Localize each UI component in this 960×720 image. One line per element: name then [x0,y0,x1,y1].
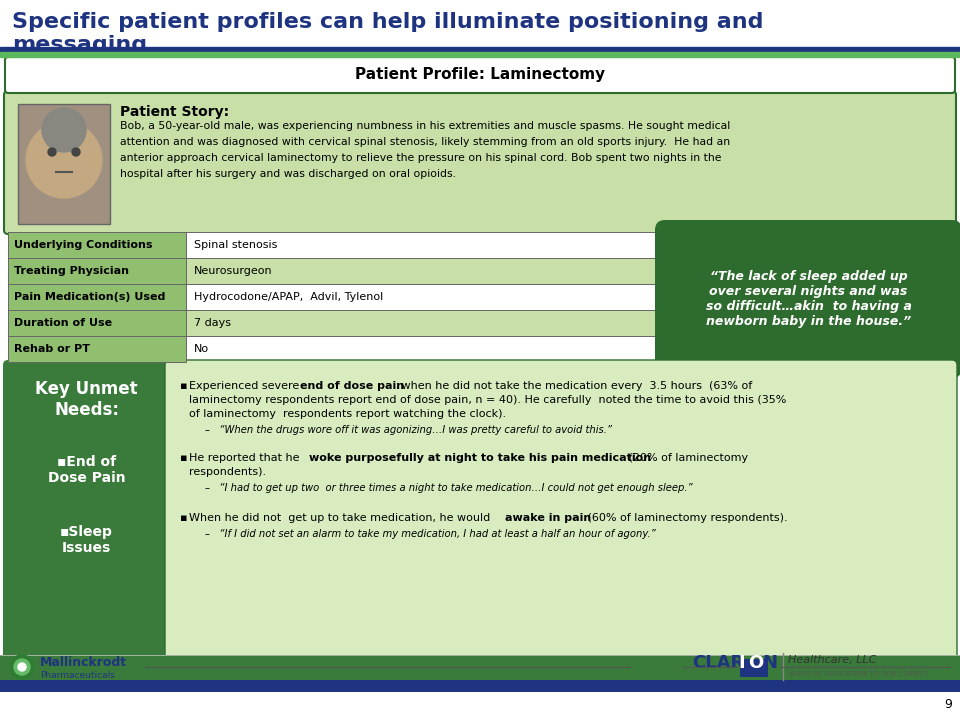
Text: end of dose pain: end of dose pain [300,381,404,391]
Text: 9: 9 [944,698,952,711]
FancyBboxPatch shape [165,360,957,660]
Text: (60% of laminectomy respondents).: (60% of laminectomy respondents). [584,513,787,523]
FancyBboxPatch shape [655,220,960,378]
Text: anterior approach cervical laminectomy to relieve the pressure on his spinal cor: anterior approach cervical laminectomy t… [120,153,722,163]
Text: No: No [194,344,209,354]
Text: 7 days: 7 days [194,318,231,328]
Text: Treating Physician: Treating Physician [14,266,129,276]
Circle shape [14,659,30,675]
Text: Specific patient profiles can help illuminate positioning and: Specific patient profiles can help illum… [12,12,763,32]
Bar [0,47,960,52]
Text: Rehab or PT: Rehab or PT [14,344,90,354]
FancyBboxPatch shape [3,360,170,660]
Text: O: O [748,654,763,672]
Text: CLAR: CLAR [692,654,744,672]
Text: –   “If I did not set an alarm to take my medication, I had at least a half an h: – “If I did not set an alarm to take my … [205,529,656,539]
Text: awake in pain: awake in pain [505,513,591,523]
Text: YEARS OF DEDICATION TO OUR CLIENTS: YEARS OF DEDICATION TO OUR CLIENTS [788,671,927,677]
Text: ▪Sleep
Issues: ▪Sleep Issues [60,525,113,555]
Text: Experienced severe: Experienced severe [189,381,302,391]
Text: ▪End of
Dose Pain: ▪End of Dose Pain [48,455,126,485]
Bar [8,232,186,258]
Text: Underlying Conditions: Underlying Conditions [14,240,153,250]
Text: woke purposefully at night to take his pain medication: woke purposefully at night to take his p… [309,453,651,463]
Bar [8,310,660,336]
Circle shape [72,148,80,156]
Text: Healthcare, LLC: Healthcare, LLC [788,655,876,665]
Bar [8,284,660,310]
Text: Neurosurgeon: Neurosurgeon [194,266,273,276]
Text: Spinal stenosis: Spinal stenosis [194,240,277,250]
Bar [8,258,660,284]
Text: respondents).: respondents). [189,467,266,477]
Text: Pain Medication(s) Used: Pain Medication(s) Used [14,292,165,302]
Text: ▪: ▪ [180,513,187,523]
Bar [8,336,186,362]
Circle shape [48,148,56,156]
Text: messaging: messaging [12,35,147,55]
Bar [8,284,186,310]
Text: laminectomy respondents report end of dose pain, n = 40). He carefully  noted th: laminectomy respondents report end of do… [189,395,786,405]
Bar [8,232,660,258]
Circle shape [18,663,26,671]
Text: ▪: ▪ [180,453,187,463]
Text: when he did not take the medication every  3.5 hours  (63% of: when he did not take the medication ever… [398,381,753,391]
Circle shape [26,122,102,198]
Text: When he did not  get up to take medication, he would: When he did not get up to take medicatio… [189,513,493,523]
Text: Bob, a 50-year-old male, was experiencing numbness in his extremities and muscle: Bob, a 50-year-old male, was experiencin… [120,121,731,131]
Text: –   “I had to get up two  or three times a night to take medication…I could not : – “I had to get up two or three times a … [205,483,692,493]
Text: ▪: ▪ [180,381,187,391]
Bar [740,659,768,677]
Text: –   “When the drugs wore off it was agonizing…I was pretty careful to avoid this: – “When the drugs wore off it was agoniz… [205,425,612,435]
Text: attention and was diagnosed with cervical spinal stenosis, likely stemming from : attention and was diagnosed with cervica… [120,137,731,147]
Text: (20% of laminectomy: (20% of laminectomy [625,453,748,463]
Text: Mallinckrodt: Mallinckrodt [40,657,127,670]
Text: He reported that he: He reported that he [189,453,303,463]
Bar [8,258,186,284]
Bar [0,52,960,57]
Bar [8,336,660,362]
Bar [18,104,110,224]
FancyBboxPatch shape [5,57,955,93]
Text: Hydrocodone/APAP,  Advil, Tylenol: Hydrocodone/APAP, Advil, Tylenol [194,292,383,302]
Text: of laminectomy  respondents report watching the clock).: of laminectomy respondents report watchi… [189,409,506,419]
Text: N: N [762,654,777,672]
Text: I: I [738,654,745,672]
Text: Key Unmet
Needs:: Key Unmet Needs: [36,380,138,419]
Bar [8,310,186,336]
Text: Duration of Use: Duration of Use [14,318,112,328]
Text: hospital after his surgery and was discharged on oral opioids.: hospital after his surgery and was disch… [120,169,456,179]
Text: Patient Profile: Laminectomy: Patient Profile: Laminectomy [355,68,605,83]
Text: Patient Story:: Patient Story: [120,105,229,119]
Text: “The lack of sleep added up
over several nights and was
so difficult…akin  to ha: “The lack of sleep added up over several… [706,270,911,328]
Bar [0,680,960,692]
Circle shape [10,655,34,679]
Bar [0,692,960,720]
Bar [0,655,960,680]
FancyBboxPatch shape [4,91,956,234]
Circle shape [42,108,86,152]
Text: Pharmaceuticals: Pharmaceuticals [40,670,115,680]
